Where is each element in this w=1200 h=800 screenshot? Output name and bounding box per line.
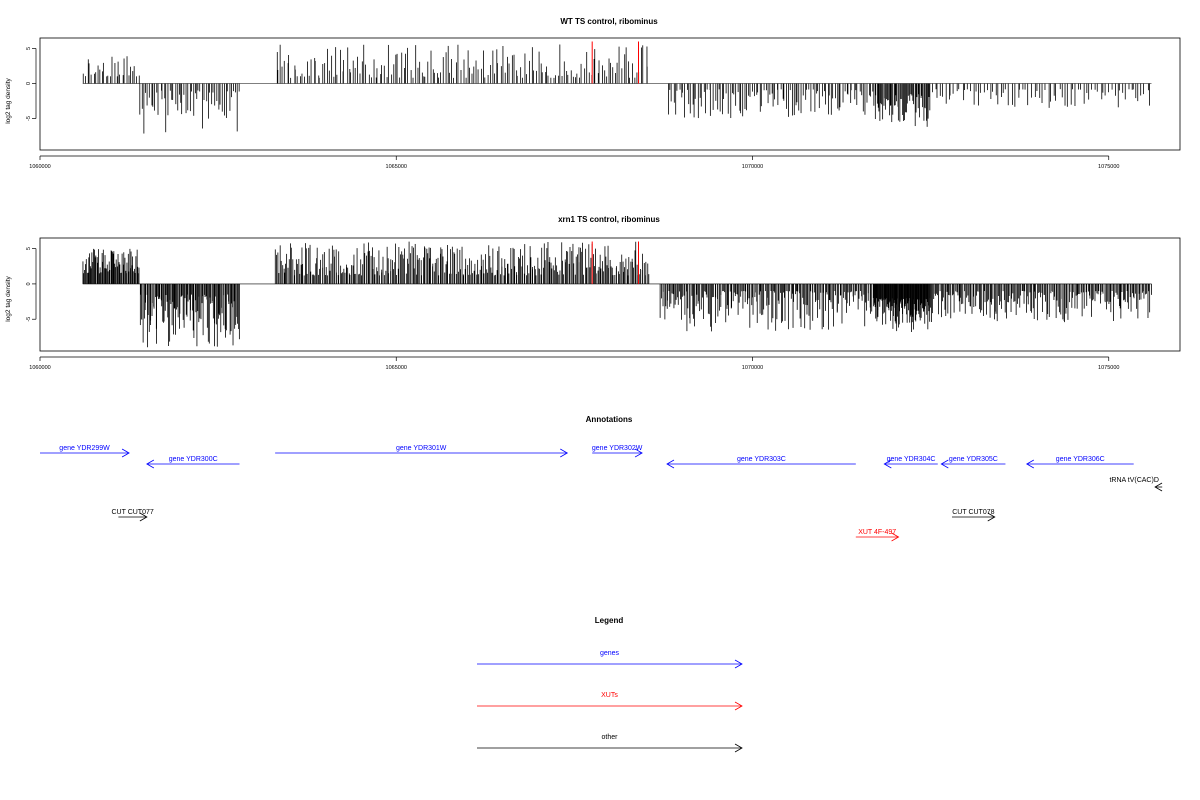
annotation-item: CUT CUT077	[111, 509, 154, 522]
annotation-item: gene YDR300C	[146, 456, 240, 469]
arrowhead-icon	[139, 512, 148, 522]
y-axis-label: log2 tag density	[5, 275, 12, 321]
annotation-item: gene YDR301W	[275, 445, 569, 458]
annotations-track: Annotations gene YDR299W gene YDR300C gene…	[40, 415, 1163, 542]
legend-label: other	[602, 734, 619, 741]
annotation-item: CUT CUT078	[952, 509, 996, 522]
arrowhead-icon	[734, 743, 743, 753]
x-tick-label: 1060000	[29, 365, 50, 371]
annotation-label: gene YDR299W	[59, 445, 110, 452]
legend-label: genes	[600, 650, 620, 657]
arrowhead-icon	[121, 448, 130, 458]
y-tick-label: -5	[26, 317, 32, 322]
x-tick-label: 1060000	[29, 164, 50, 170]
arrowhead-icon	[146, 459, 155, 469]
arrowhead-icon	[940, 459, 949, 469]
annotation-label: gene YDR304C	[887, 456, 936, 463]
density-bars	[82, 44, 1150, 134]
x-tick-label: 1075000	[1098, 164, 1119, 170]
arrowhead-icon	[891, 532, 900, 542]
annotation-item: gene YDR303C	[666, 456, 856, 469]
x-tick-label: 1070000	[742, 365, 763, 371]
x-tick-label: 1070000	[742, 164, 763, 170]
panel-title: WT TS control, ribominus	[560, 17, 658, 26]
arrowhead-icon	[560, 448, 569, 458]
arrowhead-icon	[1026, 459, 1035, 469]
x-tick-label: 1065000	[386, 365, 407, 371]
y-tick-label: 5	[26, 247, 32, 250]
arrowhead-icon	[734, 701, 743, 711]
annotation-label: gene YDR305C	[949, 456, 998, 463]
xrn1-density-panel: xrn1 TS control, ribominus log2 tag dens…	[5, 215, 1181, 371]
legend-item: genes	[477, 650, 743, 669]
legend: Legend genes XUTs other	[477, 616, 743, 753]
annotation-label: gene YDR301W	[396, 445, 447, 452]
annotation-label: CUT CUT077	[111, 509, 153, 516]
x-tick-label: 1075000	[1098, 365, 1119, 371]
y-tick-label: 0	[26, 82, 32, 85]
plot-frame	[39, 37, 1181, 151]
legend-label: XUTs	[601, 692, 618, 699]
y-tick-label: 5	[26, 47, 32, 50]
annotation-label: XUT 4F-497	[858, 529, 896, 536]
plot-frame	[39, 237, 1181, 352]
arrowhead-icon	[1154, 482, 1163, 492]
annotation-label: gene YDR302W	[592, 445, 643, 452]
arrowhead-icon	[666, 459, 675, 469]
legend-item: XUTs	[477, 692, 743, 711]
annotations-title: Annotations	[586, 415, 633, 424]
annotation-label: CUT CUT078	[952, 509, 994, 516]
legend-item: other	[477, 734, 743, 753]
arrowhead-icon	[883, 459, 892, 469]
annotation-item: gene YDR304C	[883, 456, 938, 469]
annotation-label: gene YDR300C	[169, 456, 218, 463]
annotation-item: gene YDR299W	[40, 445, 130, 458]
y-tick-label: 0	[26, 282, 32, 285]
x-tick-label: 1065000	[386, 164, 407, 170]
annotation-item: gene YDR305C	[940, 456, 1006, 469]
annotation-item: tRNA tV(CAC)D	[1109, 477, 1163, 492]
arrowhead-icon	[987, 512, 996, 522]
wt-density-panel: WT TS control, ribominus log2 tag densit…	[5, 17, 1181, 170]
panel-title: xrn1 TS control, ribominus	[558, 215, 660, 224]
arrowhead-icon	[734, 659, 743, 669]
legend-title: Legend	[595, 616, 624, 625]
arrowhead-icon	[634, 448, 643, 458]
annotation-label: gene YDR306C	[1056, 456, 1105, 463]
density-bars	[82, 241, 1152, 348]
annotation-item: gene YDR306C	[1026, 456, 1134, 469]
y-tick-label: -5	[26, 116, 32, 121]
annotation-item: XUT 4F-497	[855, 529, 900, 542]
annotation-item: gene YDR302W	[592, 445, 643, 458]
annotation-label: tRNA tV(CAC)D	[1109, 477, 1158, 484]
y-axis-label: log2 tag density	[5, 77, 12, 123]
annotation-label: gene YDR303C	[737, 456, 786, 463]
